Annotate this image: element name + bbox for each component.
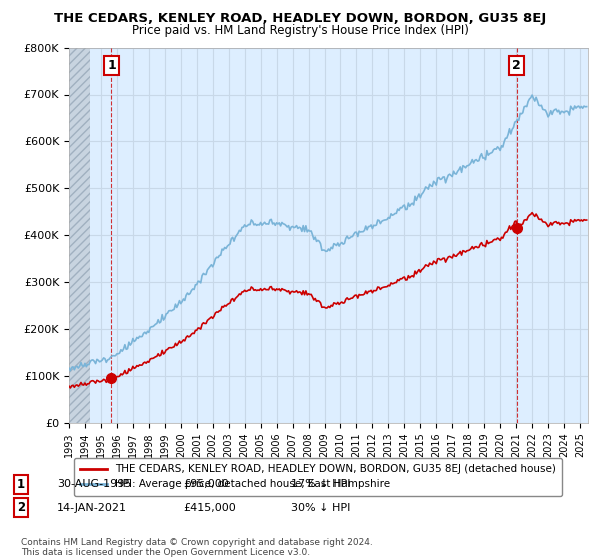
Text: 30% ↓ HPI: 30% ↓ HPI: [291, 503, 350, 513]
Text: Price paid vs. HM Land Registry's House Price Index (HPI): Price paid vs. HM Land Registry's House …: [131, 24, 469, 36]
Text: 17% ↓ HPI: 17% ↓ HPI: [291, 479, 350, 489]
Text: 2: 2: [17, 501, 25, 515]
Legend: THE CEDARS, KENLEY ROAD, HEADLEY DOWN, BORDON, GU35 8EJ (detached house), HPI: A: THE CEDARS, KENLEY ROAD, HEADLEY DOWN, B…: [74, 458, 562, 496]
Text: 30-AUG-1995: 30-AUG-1995: [57, 479, 131, 489]
Text: 1: 1: [107, 59, 116, 72]
Bar: [69, 48, 90, 423]
Text: 1: 1: [17, 478, 25, 491]
Text: 2: 2: [512, 59, 521, 72]
Text: £95,000: £95,000: [183, 479, 229, 489]
Text: Contains HM Land Registry data © Crown copyright and database right 2024.
This d: Contains HM Land Registry data © Crown c…: [21, 538, 373, 557]
Text: 14-JAN-2021: 14-JAN-2021: [57, 503, 127, 513]
Text: £415,000: £415,000: [183, 503, 236, 513]
Text: THE CEDARS, KENLEY ROAD, HEADLEY DOWN, BORDON, GU35 8EJ: THE CEDARS, KENLEY ROAD, HEADLEY DOWN, B…: [54, 12, 546, 25]
